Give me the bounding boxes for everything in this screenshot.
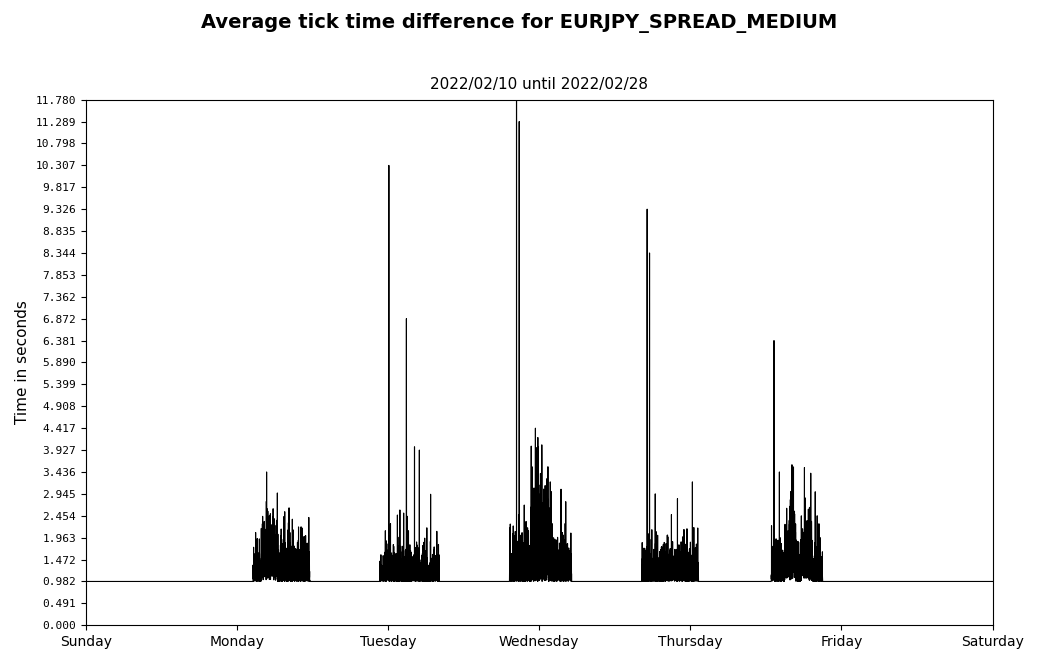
Title: 2022/02/10 until 2022/02/28: 2022/02/10 until 2022/02/28 (430, 76, 648, 92)
Y-axis label: Time in seconds: Time in seconds (15, 301, 30, 424)
Text: Average tick time difference for EURJPY_SPREAD_MEDIUM: Average tick time difference for EURJPY_… (202, 13, 837, 33)
